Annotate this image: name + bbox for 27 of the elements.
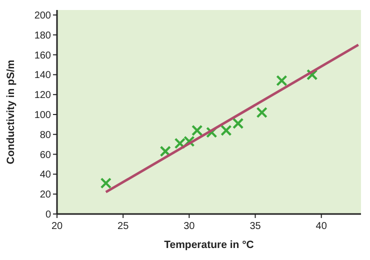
point <box>256 106 268 118</box>
point <box>160 146 171 157</box>
x-tick-label: 30 <box>184 221 196 232</box>
y-tick-label: 100 <box>34 110 52 121</box>
point <box>100 178 112 189</box>
x-tick-label: 40 <box>316 221 328 232</box>
point <box>276 75 288 86</box>
point <box>306 69 318 80</box>
x-tick-label: 20 <box>51 221 63 232</box>
y-tick-label: 200 <box>34 10 52 22</box>
point <box>206 126 218 138</box>
y-tick-label: 180 <box>34 30 52 42</box>
x-tick-label: 35 <box>250 221 262 232</box>
y-tick-label: 140 <box>34 70 52 82</box>
y-tick-label: 20 <box>40 190 52 201</box>
y-axis-title: Conductivity in pS/m <box>5 60 17 164</box>
y-tick-label: 40 <box>40 170 52 181</box>
y-tick-label: 120 <box>34 90 52 102</box>
y-tick-label: 160 <box>34 50 52 62</box>
x-tick-label: 25 <box>118 221 130 232</box>
x-axis-title: Temperature in °C <box>164 239 254 251</box>
point <box>192 124 203 136</box>
point <box>220 124 232 136</box>
y-tick-label: 0 <box>45 210 52 220</box>
y-tick-label: 60 <box>40 150 52 161</box>
point <box>232 118 244 130</box>
y-tick-label: 80 <box>40 130 52 141</box>
